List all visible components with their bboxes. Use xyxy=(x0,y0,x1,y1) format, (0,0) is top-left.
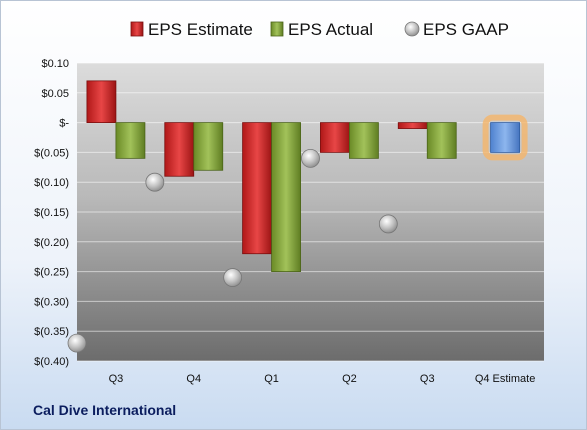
legend-swatch xyxy=(130,21,144,37)
eps-actual-bar xyxy=(115,122,146,159)
y-tick-label: $(0.20) xyxy=(34,237,69,249)
eps-estimate-bar xyxy=(86,80,117,123)
x-tick-label: Q3 xyxy=(420,373,435,385)
y-tick-label: $(0.35) xyxy=(34,326,69,338)
eps-estimate-bar xyxy=(164,122,195,177)
x-axis-ticks: Q3 Q4 Q1 Q2 Q3 Q4 Estimate xyxy=(109,373,536,385)
x-tick-label: Q1 xyxy=(264,373,279,385)
x-tick-label: Q2 xyxy=(342,373,357,385)
company-name: Cal Dive International xyxy=(33,402,177,418)
y-tick-label: $0.10 xyxy=(41,58,69,70)
x-tick-label: Q3 xyxy=(109,373,124,385)
y-tick-label: $(0.40) xyxy=(34,356,69,368)
eps-actual-bar xyxy=(193,122,224,171)
eps-gaap-marker xyxy=(301,148,320,168)
y-axis-ticks: $0.10 $0.05 $- $(0.05) $(0.10) $(0.15) $(0.20)… xyxy=(34,58,69,368)
eps-next-estimate-bar xyxy=(490,122,520,153)
y-tick-label: $(0.25) xyxy=(34,267,69,279)
bars xyxy=(86,80,528,272)
eps-actual-bar xyxy=(271,122,301,272)
y-tick-label: $(0.05) xyxy=(34,147,69,159)
legend-label: EPS Actual xyxy=(288,20,373,39)
legend: EPS Estimate EPS Actual EPS GAAP xyxy=(130,20,509,39)
eps-estimate-bar xyxy=(320,122,350,153)
y-tick-label: $- xyxy=(59,118,69,130)
eps-gaap-marker xyxy=(378,214,398,234)
eps-gaap-marker xyxy=(67,333,87,353)
eps-estimate-bar xyxy=(397,122,428,129)
eps-estimate-bar xyxy=(242,122,272,255)
eps-gaap-marker xyxy=(223,268,243,287)
y-tick-label: $(0.15) xyxy=(34,207,69,219)
gridlines xyxy=(77,62,544,362)
eps-actual-bar xyxy=(426,122,457,159)
eps-actual-bar xyxy=(349,122,379,159)
y-tick-label: $(0.10) xyxy=(34,177,69,189)
x-tick-label: Q4 xyxy=(186,373,201,385)
eps-gaap-marker xyxy=(145,172,165,192)
y-tick-label: $0.05 xyxy=(41,88,69,100)
y-tick-label: $(0.30) xyxy=(34,296,69,308)
legend-swatch xyxy=(404,21,420,37)
legend-label: EPS Estimate xyxy=(148,20,253,39)
x-tick-label: Q4 Estimate xyxy=(475,373,536,385)
gaap-markers xyxy=(67,148,398,353)
estimate-glow xyxy=(482,114,528,161)
legend-label: EPS GAAP xyxy=(423,20,509,39)
legend-swatch xyxy=(270,21,284,37)
